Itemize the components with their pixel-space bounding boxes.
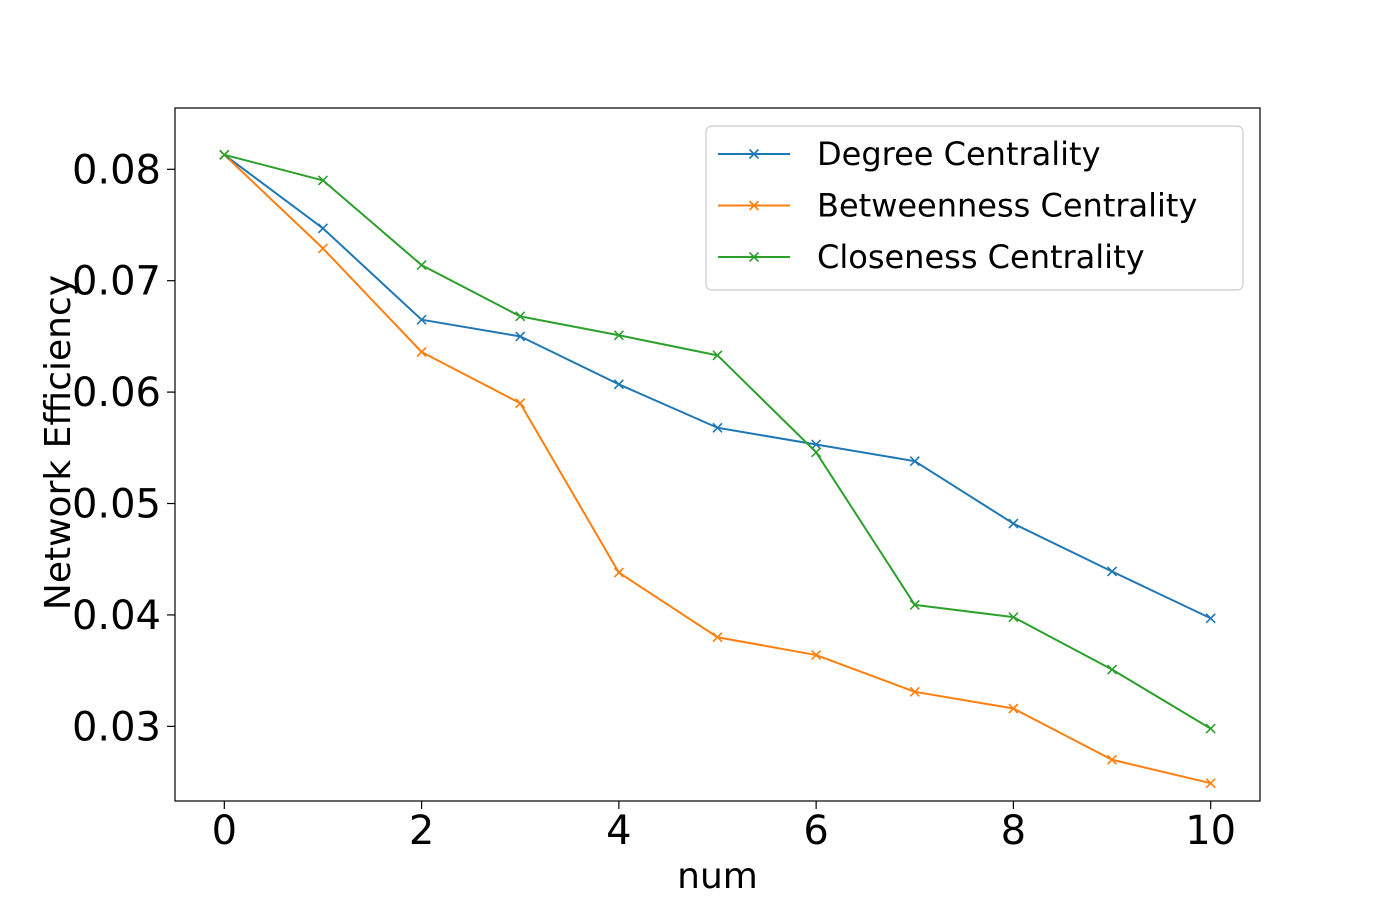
- data-point-marker: [613, 567, 624, 578]
- data-point-marker: [416, 260, 427, 271]
- data-point-marker: [909, 599, 920, 610]
- data-point-marker: [416, 346, 427, 358]
- series-layer: [219, 149, 1216, 789]
- x-axis-ticks: 0 2 4 6 8 10: [212, 801, 1236, 854]
- data-point-marker: [1008, 703, 1019, 714]
- data-point-marker: [1008, 612, 1019, 623]
- data-point-marker: [1106, 754, 1118, 765]
- legend-marker: [748, 200, 760, 211]
- legend-item: Closeness Centrality: [718, 238, 1145, 276]
- data-point-marker: [712, 422, 723, 433]
- y-tick-label: 0.03: [72, 704, 161, 750]
- data-point-marker: [909, 456, 920, 467]
- data-point-marker: [811, 649, 822, 661]
- data-point-marker: [811, 439, 822, 450]
- legend-marker: [748, 251, 760, 263]
- y-tick-label: 0.08: [72, 147, 161, 193]
- x-tick-label: 10: [1185, 808, 1236, 854]
- data-point-marker: [1205, 723, 1216, 734]
- x-tick-label: 0: [212, 808, 237, 854]
- x-tick-label: 8: [1001, 808, 1026, 854]
- legend-label: Closeness Centrality: [817, 238, 1145, 276]
- data-point-marker: [909, 686, 920, 697]
- y-tick-label: 0.05: [72, 482, 161, 528]
- data-point-marker: [317, 223, 329, 234]
- x-tick-label: 2: [409, 808, 434, 854]
- data-point-marker: [317, 243, 329, 254]
- data-point-marker: [1106, 664, 1118, 675]
- y-axis-label: Network Efficiency: [38, 275, 79, 610]
- legend-item: Degree Centrality: [718, 135, 1101, 173]
- data-point-marker: [1106, 566, 1118, 577]
- data-point-marker: [712, 632, 723, 643]
- data-point-marker: [811, 447, 822, 458]
- data-point-marker: [416, 314, 427, 325]
- data-point-marker: [515, 311, 526, 322]
- data-point-marker: [1205, 613, 1216, 624]
- data-point-marker: [219, 149, 230, 160]
- x-tick-label: 4: [606, 808, 631, 854]
- y-tick-label: 0.07: [72, 259, 161, 305]
- series-closeness-centrality: [219, 149, 1216, 734]
- data-point-marker: [613, 379, 624, 390]
- data-point-marker: [317, 175, 329, 186]
- legend-item: Betweenness Centrality: [718, 187, 1197, 225]
- y-axis-ticks: 0.03 0.04 0.05 0.06 0.07 0.08: [72, 147, 175, 750]
- x-tick-label: 6: [803, 808, 828, 854]
- legend-box: [705, 125, 1244, 291]
- data-point-marker: [712, 350, 723, 361]
- data-point-marker: [613, 330, 624, 341]
- y-tick-label: 0.04: [72, 593, 161, 639]
- legend-marker: [748, 148, 760, 160]
- x-axis-label: num: [677, 856, 758, 897]
- data-point-marker: [515, 398, 526, 409]
- plot-frame: [174, 107, 1261, 802]
- legend-label: Betweenness Centrality: [817, 187, 1197, 225]
- legend: Degree Centrality Betweenness Centrality C…: [705, 125, 1244, 291]
- y-tick-label: 0.06: [72, 370, 161, 416]
- data-point-marker: [1008, 518, 1019, 529]
- data-point-marker: [1205, 778, 1216, 789]
- legend-label: Degree Centrality: [817, 135, 1101, 173]
- data-point-marker: [515, 331, 526, 342]
- series-degree-centrality: [219, 149, 1216, 624]
